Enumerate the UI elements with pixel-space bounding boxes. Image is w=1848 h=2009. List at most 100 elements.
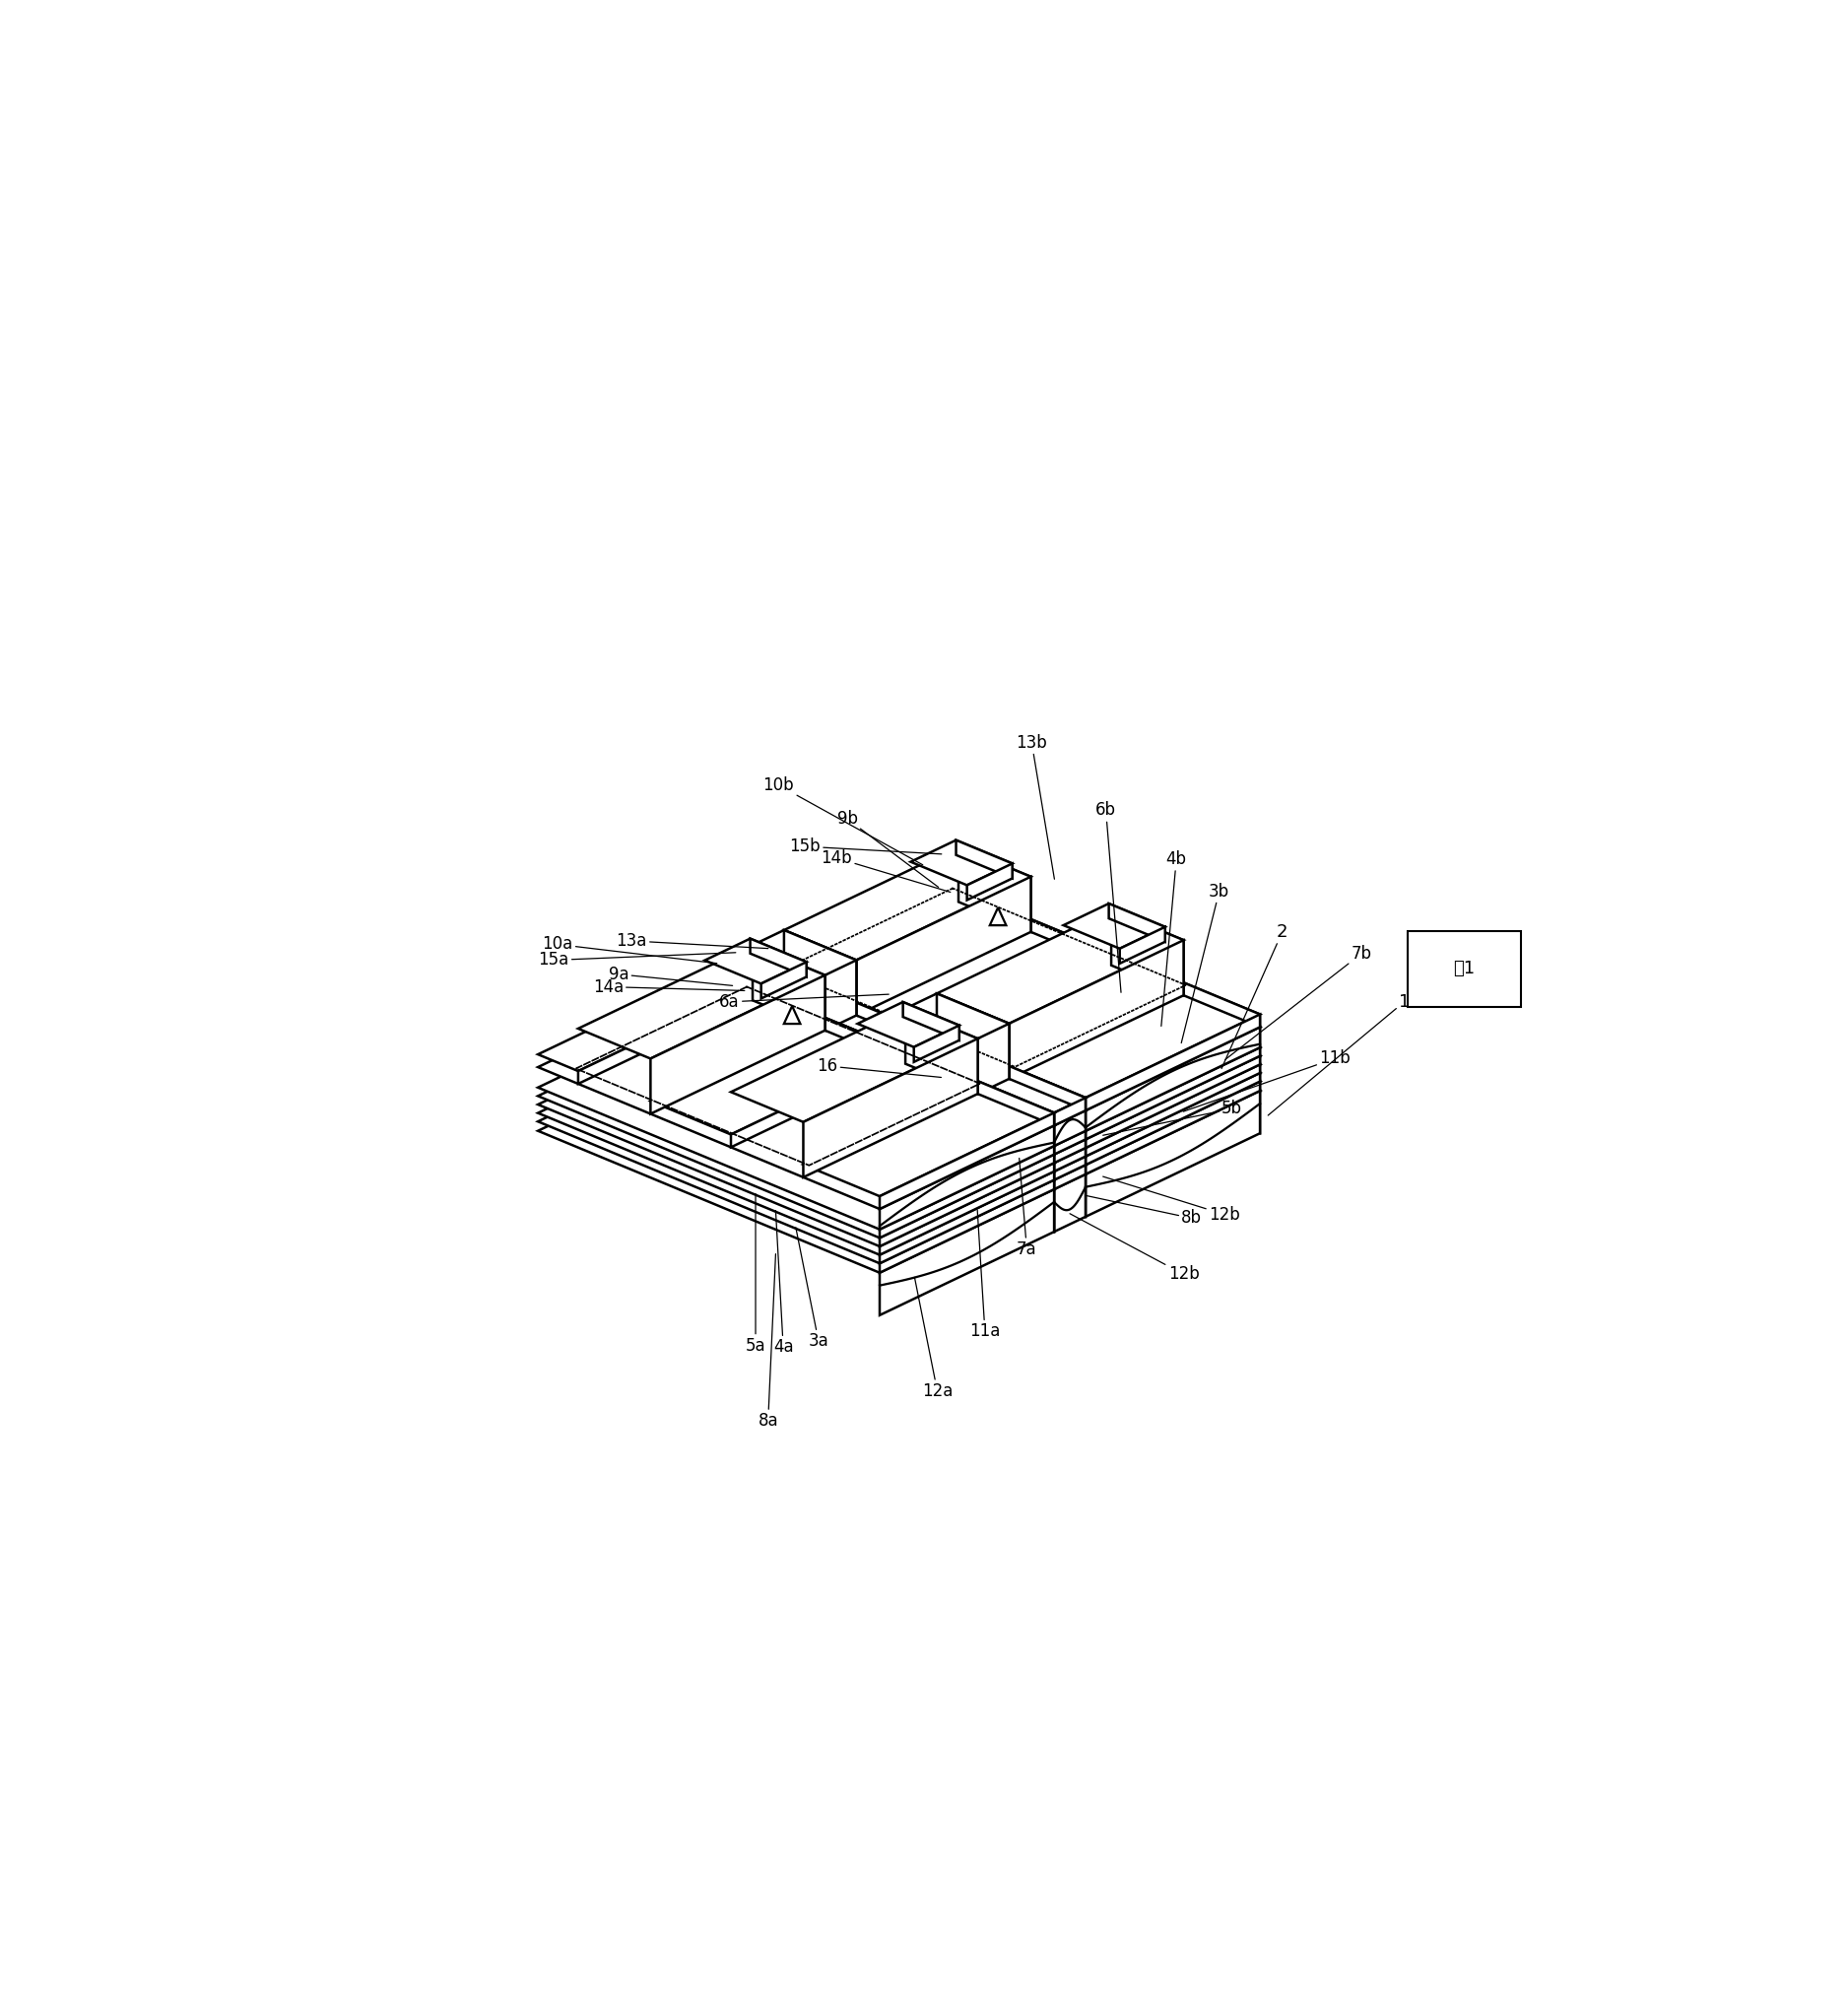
Polygon shape (713, 968, 1085, 1125)
Polygon shape (713, 1004, 1053, 1155)
Polygon shape (1120, 926, 1164, 964)
Text: 9b: 9b (837, 810, 939, 888)
Polygon shape (1053, 1165, 1085, 1189)
Polygon shape (578, 988, 752, 1083)
Polygon shape (743, 1015, 1085, 1165)
Polygon shape (918, 922, 1260, 1073)
Polygon shape (824, 960, 856, 1031)
Polygon shape (937, 994, 1009, 1079)
Polygon shape (704, 938, 806, 984)
Polygon shape (538, 1021, 1053, 1246)
Polygon shape (743, 988, 1085, 1139)
Polygon shape (918, 872, 959, 902)
Polygon shape (1053, 1111, 1085, 1145)
Text: 15b: 15b (789, 838, 942, 856)
Polygon shape (880, 1179, 1053, 1274)
Polygon shape (650, 974, 824, 1113)
Polygon shape (713, 1007, 1085, 1163)
Text: 13b: 13b (1016, 733, 1055, 880)
Polygon shape (918, 930, 1260, 1081)
Polygon shape (538, 1013, 1053, 1238)
Polygon shape (713, 1029, 1053, 1179)
Polygon shape (959, 846, 1031, 932)
Polygon shape (784, 846, 1031, 960)
Polygon shape (955, 840, 1013, 878)
Polygon shape (713, 998, 1085, 1155)
Polygon shape (1063, 904, 1164, 948)
Polygon shape (904, 1002, 959, 1041)
Polygon shape (918, 948, 1260, 1133)
Polygon shape (784, 930, 856, 1015)
Polygon shape (752, 944, 824, 1031)
Polygon shape (906, 994, 1009, 1039)
Polygon shape (1085, 1091, 1260, 1217)
Polygon shape (824, 1019, 906, 1065)
Polygon shape (743, 914, 1260, 1139)
Polygon shape (856, 920, 1111, 1037)
Polygon shape (880, 1155, 1053, 1246)
Text: 13a: 13a (615, 932, 769, 950)
Polygon shape (856, 1002, 937, 1049)
Text: 3a: 3a (796, 1227, 828, 1350)
Text: 3b: 3b (1181, 882, 1229, 1043)
Polygon shape (1009, 982, 1260, 1097)
Polygon shape (880, 1113, 1053, 1209)
Polygon shape (743, 948, 1260, 1173)
Polygon shape (538, 1039, 1053, 1264)
Polygon shape (937, 952, 1111, 1049)
Polygon shape (978, 1081, 1053, 1125)
Polygon shape (918, 940, 1260, 1091)
Text: 4a: 4a (772, 1211, 793, 1356)
Text: 7b: 7b (1225, 944, 1371, 1059)
Polygon shape (713, 1033, 1085, 1189)
Polygon shape (743, 906, 1260, 1131)
FancyBboxPatch shape (1408, 930, 1521, 1007)
Polygon shape (1085, 1057, 1260, 1147)
Text: 8b: 8b (1085, 1195, 1201, 1227)
Polygon shape (743, 1023, 1085, 1173)
Polygon shape (538, 1004, 1053, 1230)
Polygon shape (732, 1051, 906, 1147)
Polygon shape (578, 944, 824, 1059)
Polygon shape (1009, 940, 1183, 1079)
Polygon shape (538, 1029, 1053, 1256)
Polygon shape (713, 1023, 1085, 1179)
Polygon shape (743, 1033, 1085, 1217)
Polygon shape (1085, 1027, 1260, 1131)
Polygon shape (880, 1189, 1053, 1316)
Polygon shape (906, 1037, 937, 1065)
Polygon shape (918, 906, 1260, 1057)
Polygon shape (804, 1081, 1053, 1195)
Text: 4b: 4b (1161, 850, 1186, 1027)
Polygon shape (1085, 1065, 1260, 1157)
Polygon shape (761, 962, 806, 998)
Polygon shape (743, 886, 1260, 1111)
Polygon shape (743, 998, 1085, 1147)
Polygon shape (911, 840, 1013, 886)
Polygon shape (713, 1039, 1053, 1189)
Text: 図1: 図1 (1454, 960, 1475, 978)
Polygon shape (1109, 904, 1164, 942)
Polygon shape (857, 1002, 959, 1047)
Polygon shape (743, 1007, 1085, 1157)
Polygon shape (880, 1145, 1053, 1238)
Polygon shape (880, 1125, 1053, 1230)
Polygon shape (713, 984, 1053, 1145)
Text: 2: 2 (1222, 924, 1288, 1069)
Text: 11b: 11b (1183, 1049, 1351, 1111)
Polygon shape (1053, 1097, 1085, 1125)
Text: 12a: 12a (915, 1278, 954, 1400)
Polygon shape (713, 1047, 1053, 1232)
Text: 11a: 11a (970, 1209, 1000, 1340)
Polygon shape (743, 940, 1260, 1165)
Polygon shape (1053, 1131, 1085, 1155)
Polygon shape (1111, 910, 1183, 994)
Text: 5a: 5a (745, 1193, 765, 1354)
Polygon shape (1031, 920, 1111, 964)
Polygon shape (1053, 1173, 1085, 1232)
Polygon shape (978, 1023, 1009, 1093)
Polygon shape (713, 970, 752, 1000)
Polygon shape (1053, 1147, 1085, 1171)
Polygon shape (880, 1163, 1053, 1256)
Polygon shape (750, 938, 806, 976)
